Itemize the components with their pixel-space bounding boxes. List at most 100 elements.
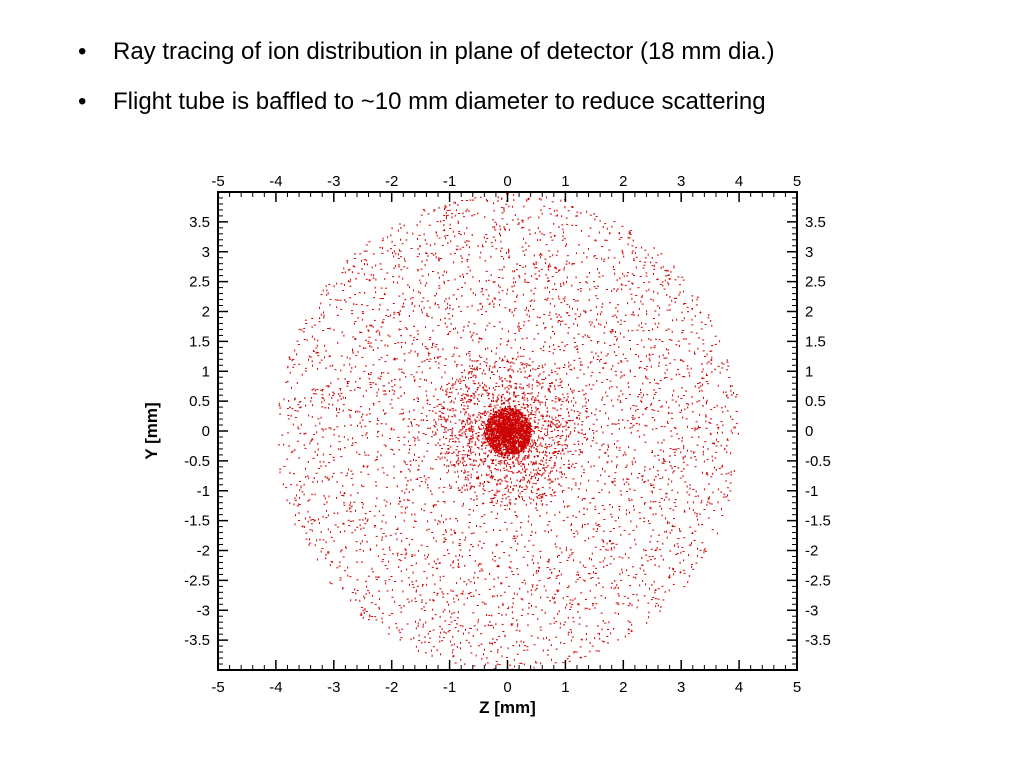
data-point (493, 305, 495, 308)
data-point (502, 384, 503, 387)
data-point (686, 306, 689, 308)
data-point (418, 253, 420, 255)
data-point (733, 470, 735, 472)
data-point (409, 470, 411, 473)
data-point (453, 501, 456, 503)
data-point (378, 510, 380, 513)
data-point (524, 278, 526, 281)
data-point (452, 567, 455, 569)
data-point (458, 419, 461, 421)
data-point (415, 478, 418, 480)
data-point (352, 336, 355, 338)
data-point (621, 284, 624, 286)
data-point (525, 484, 527, 487)
data-point (315, 472, 318, 474)
data-point (291, 359, 293, 362)
data-point (464, 412, 467, 414)
data-point (347, 380, 350, 382)
data-point (477, 465, 479, 468)
data-point (350, 370, 352, 373)
data-point (666, 368, 668, 371)
data-point (412, 289, 414, 292)
data-point (559, 316, 562, 318)
data-point (385, 501, 388, 503)
data-point (457, 463, 459, 466)
data-point (414, 438, 417, 440)
data-point (372, 382, 375, 384)
data-point (526, 281, 529, 283)
data-point (418, 290, 420, 293)
data-point (563, 624, 566, 626)
data-point (580, 482, 582, 485)
data-point (401, 413, 403, 415)
data-point (703, 549, 706, 551)
data-point (672, 448, 675, 450)
data-point (462, 380, 465, 381)
data-point (405, 537, 408, 539)
data-point (443, 235, 446, 237)
data-point (610, 549, 613, 551)
data-point (462, 427, 464, 429)
data-point (382, 548, 385, 550)
data-point (311, 529, 313, 532)
data-point (442, 610, 444, 613)
data-point (606, 227, 608, 230)
data-point (377, 576, 379, 578)
data-point (602, 443, 605, 445)
data-point (451, 213, 454, 215)
data-point (404, 557, 407, 559)
data-point (635, 405, 638, 407)
data-point (684, 455, 686, 458)
data-point (623, 483, 625, 486)
data-point (376, 436, 379, 438)
data-point (364, 263, 365, 265)
data-point (691, 436, 694, 438)
data-point (466, 419, 469, 421)
data-point (446, 235, 449, 236)
data-point (649, 483, 652, 485)
data-point (445, 529, 447, 532)
data-point (487, 474, 490, 476)
data-point (581, 428, 583, 431)
data-point (650, 599, 653, 601)
data-point (513, 199, 515, 202)
data-point (382, 372, 385, 374)
data-point (560, 457, 562, 460)
data-point (512, 598, 515, 599)
data-point (420, 601, 423, 603)
data-point (571, 553, 573, 556)
data-point (522, 556, 525, 558)
data-point (677, 538, 680, 539)
data-point (551, 382, 554, 384)
data-point (508, 585, 511, 587)
data-point (461, 420, 464, 422)
data-point (447, 302, 449, 305)
data-point (380, 454, 382, 457)
data-point (602, 530, 605, 532)
data-point (576, 300, 579, 302)
data-point (422, 297, 425, 299)
data-point (472, 434, 474, 437)
data-point (643, 595, 646, 597)
data-point (361, 484, 363, 487)
data-point (497, 576, 499, 579)
data-point (648, 353, 650, 356)
data-point (563, 464, 565, 466)
data-point (321, 547, 324, 549)
data-point (603, 258, 606, 260)
data-point (710, 358, 712, 361)
data-point (401, 490, 404, 492)
data-point (362, 395, 364, 398)
data-point (610, 332, 613, 334)
data-point (677, 545, 679, 548)
data-point (366, 436, 368, 439)
data-point (417, 622, 419, 625)
data-point (316, 344, 318, 347)
data-point (500, 435, 503, 437)
data-point (688, 493, 690, 496)
data-point (538, 495, 540, 497)
data-point (496, 370, 498, 373)
data-point (498, 565, 500, 568)
data-point (462, 461, 464, 464)
data-point (645, 355, 647, 358)
